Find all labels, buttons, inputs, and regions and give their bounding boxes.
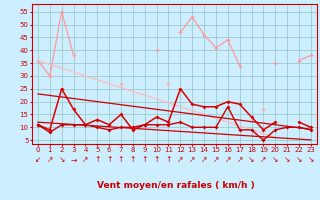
Text: ↑: ↑ <box>153 156 160 164</box>
Text: ↘: ↘ <box>284 156 290 164</box>
Text: ↑: ↑ <box>165 156 172 164</box>
Text: ↗: ↗ <box>236 156 243 164</box>
Text: ↘: ↘ <box>59 156 65 164</box>
Text: ↗: ↗ <box>47 156 53 164</box>
Text: ↗: ↗ <box>189 156 196 164</box>
Text: ↑: ↑ <box>118 156 124 164</box>
Text: ↘: ↘ <box>248 156 255 164</box>
Text: →: → <box>70 156 77 164</box>
Text: ↙: ↙ <box>35 156 41 164</box>
Text: ↑: ↑ <box>141 156 148 164</box>
Text: ↗: ↗ <box>213 156 219 164</box>
Text: ↗: ↗ <box>201 156 207 164</box>
Text: Vent moyen/en rafales ( km/h ): Vent moyen/en rafales ( km/h ) <box>97 182 255 190</box>
Text: ↑: ↑ <box>94 156 100 164</box>
Text: ↑: ↑ <box>130 156 136 164</box>
Text: ↘: ↘ <box>296 156 302 164</box>
Text: ↗: ↗ <box>260 156 267 164</box>
Text: ↘: ↘ <box>272 156 278 164</box>
Text: ↗: ↗ <box>177 156 184 164</box>
Text: ↑: ↑ <box>106 156 112 164</box>
Text: ↗: ↗ <box>82 156 89 164</box>
Text: ↗: ↗ <box>225 156 231 164</box>
Text: ↘: ↘ <box>308 156 314 164</box>
